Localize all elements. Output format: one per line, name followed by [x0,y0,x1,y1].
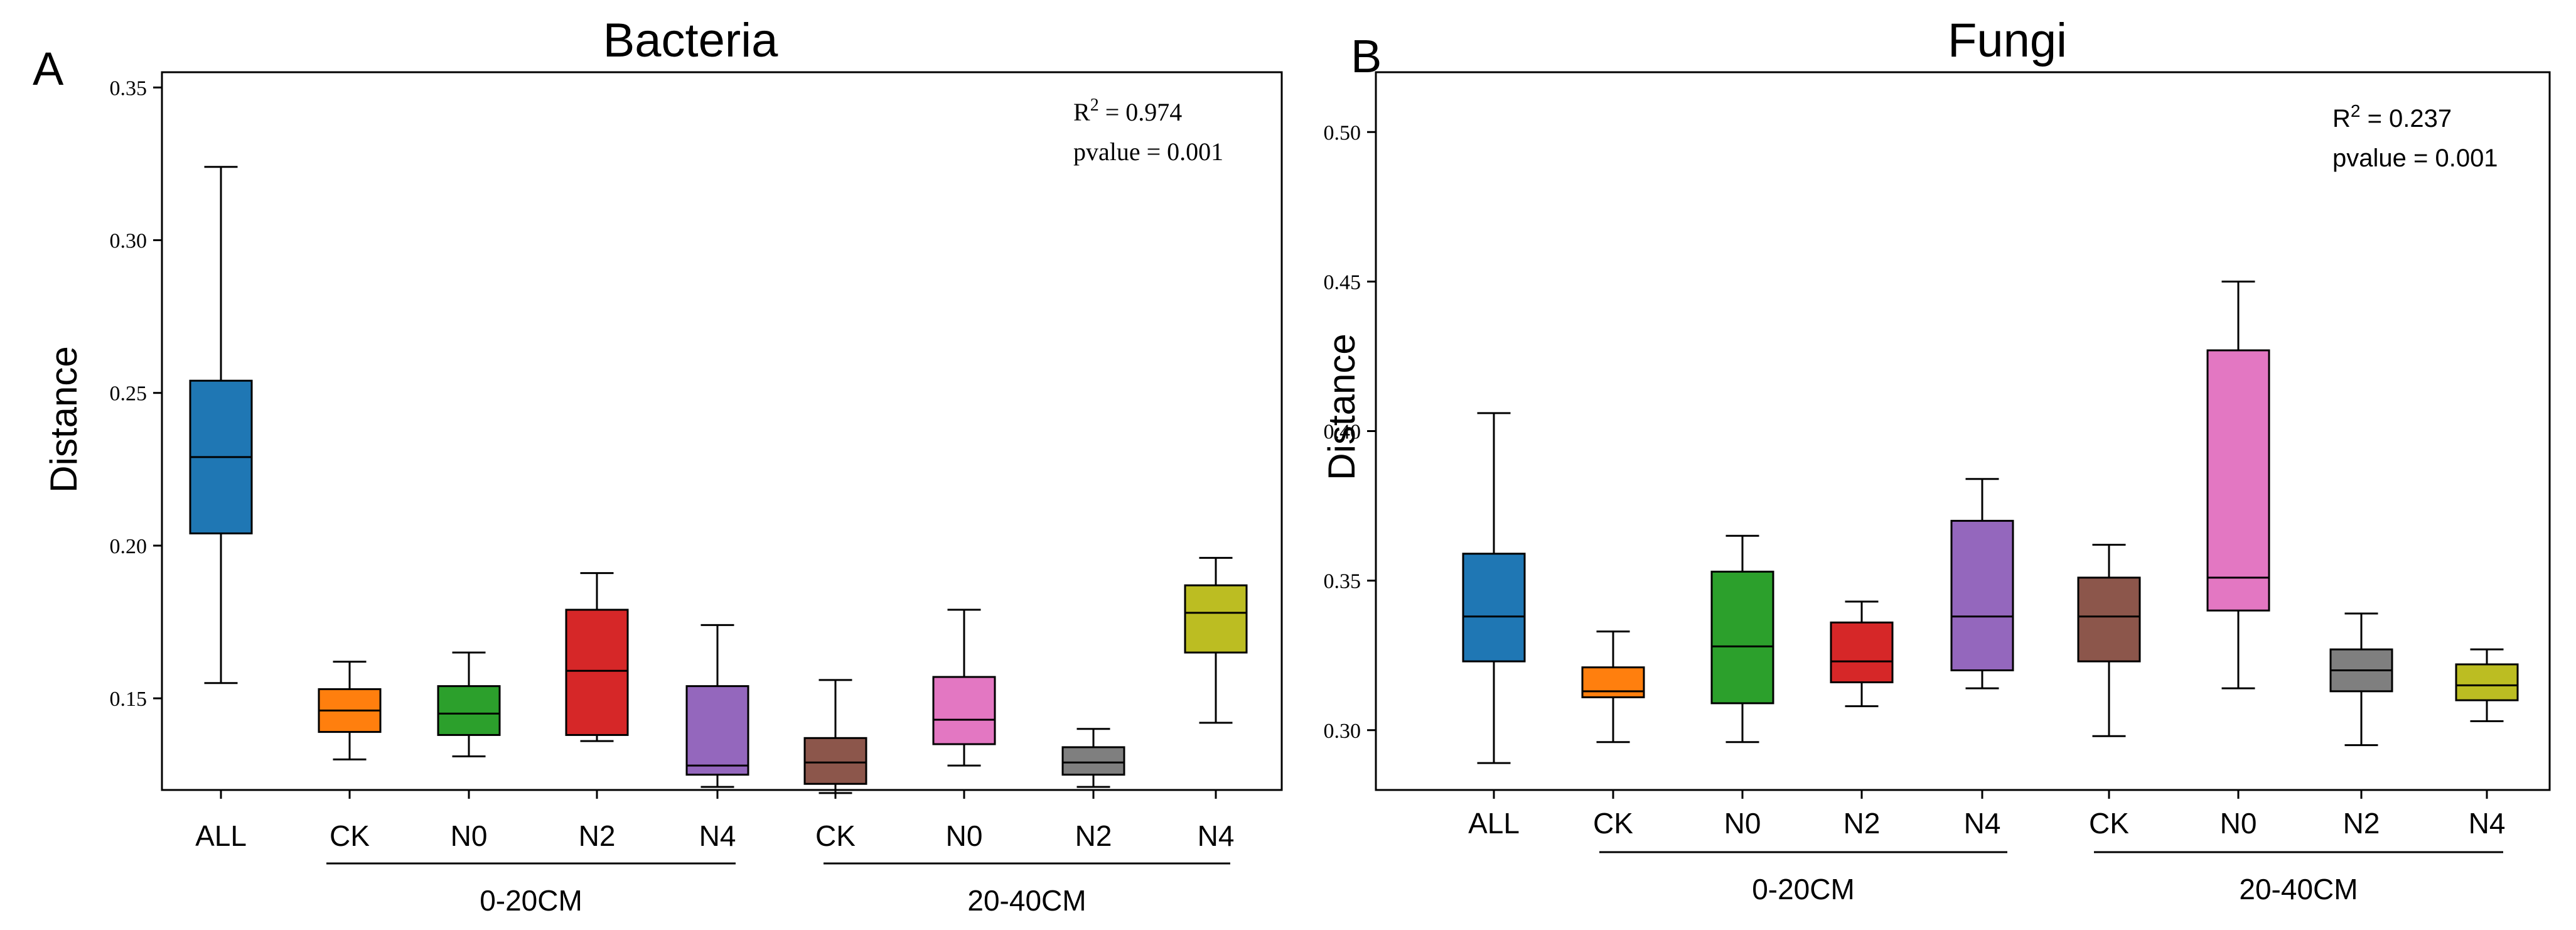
group-label: 20-40CM [2239,873,2358,906]
x-tick-label: N4 [1964,807,2001,840]
x-tick-label: N2 [579,819,616,852]
box-all [1462,553,1526,662]
x-tick-label: N4 [1198,819,1235,852]
plot-frame [161,71,1283,791]
box-n2 [565,608,629,736]
box-n0 [1710,570,1774,705]
r-squared-value: = 0.237 [2360,105,2452,132]
y-tick-label: 0.45 [1324,271,1361,294]
x-tick-label: ALL [1468,807,1520,840]
box-n2 [1830,621,1894,684]
box-n4 [685,685,749,776]
box-n4 [2455,663,2519,701]
r-squared-text: R2 = 0.237 [2332,101,2452,132]
x-tick-label: N2 [2343,807,2380,840]
x-tick-label: CK [815,819,856,852]
box-n2 [1061,746,1125,776]
r-squared-superscript: 2 [2351,101,2361,121]
y-tick-label: 0.40 [1324,421,1361,444]
y-axis-label: Distance [43,346,85,492]
x-tick-label: ALL [195,819,247,852]
r-squared-text: R2 = 0.974 [1073,95,1182,126]
panel-letter: B [1351,30,1382,82]
chart-title: Fungi [1948,14,2067,67]
x-tick-label: N0 [451,819,488,852]
x-tick-label: N0 [2220,807,2257,840]
panel-bacteria: A Bacteria Distance 0.15 0.20 0.25 0.30 0.35 ALL… [33,14,1283,917]
x-tick-label: CK [2089,807,2129,840]
panel-letter: A [33,43,64,95]
r-squared-superscript: 2 [1090,95,1099,115]
box-ck [1581,666,1645,698]
box-n0 [2206,349,2270,612]
box-ck [803,737,867,785]
r-squared-symbol: R [1073,98,1090,126]
x-tick-label: CK [330,819,370,852]
x-tick-label: N0 [1724,807,1761,840]
r-squared-symbol: R [2332,105,2351,132]
x-tick-label: N0 [946,819,983,852]
y-tick-label: 0.20 [110,535,148,558]
group-label: 0-20CM [1752,873,1855,906]
box-n0 [932,676,996,745]
x-tick-label: CK [1593,807,1633,840]
y-tick-label: 0.35 [1324,570,1361,593]
p-value-text: pvalue = 0.001 [2332,144,2498,172]
y-tick-label: 0.30 [110,230,148,253]
panel-fungi: B Fungi Distance 0.30 0.35 0.40 0.45 0.50 ALL CK N… [1321,14,2551,906]
chart-title: Bacteria [603,14,779,67]
p-value-text: pvalue = 0.001 [1073,138,1223,166]
box-n0 [437,685,501,736]
box-n4 [1184,584,1248,654]
y-tick-label: 0.25 [110,382,148,406]
y-axis-label: Distance [1321,333,1363,480]
y-tick-label: 0.15 [110,688,148,711]
y-tick-label: 0.30 [1324,720,1361,743]
x-tick-label: N4 [699,819,736,852]
x-tick-label: N2 [1075,819,1112,852]
x-tick-label: N4 [2469,807,2506,840]
box-ck [2077,576,2141,662]
y-tick-label: 0.35 [110,77,148,100]
x-tick-label: N2 [1843,807,1881,840]
r-squared-value: = 0.974 [1099,98,1183,126]
group-label: 20-40CM [967,884,1086,917]
y-tick-label: 0.50 [1324,121,1361,144]
group-label: 0-20CM [480,884,582,917]
box-n4 [1950,519,2014,671]
